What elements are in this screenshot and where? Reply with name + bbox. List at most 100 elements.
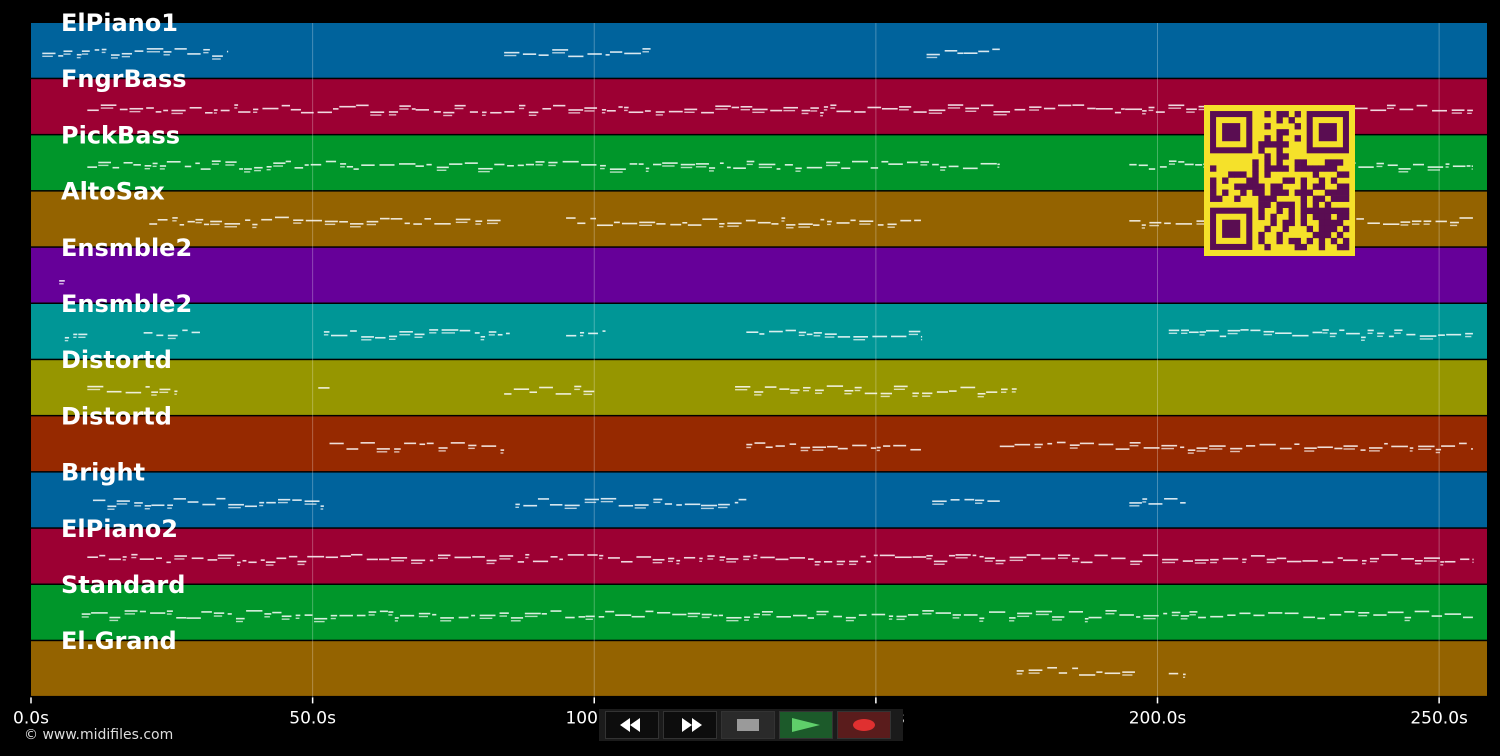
- note: [1440, 561, 1444, 563]
- note: [254, 166, 263, 169]
- note: [922, 395, 931, 397]
- note: [108, 558, 121, 561]
- note: [468, 444, 477, 447]
- note: [1351, 107, 1368, 110]
- note: [600, 500, 614, 503]
- note: [645, 170, 649, 172]
- note: [947, 107, 961, 109]
- note: [1129, 502, 1142, 504]
- note: [1356, 218, 1364, 220]
- note: [324, 220, 338, 223]
- play-button[interactable]: [779, 711, 833, 739]
- note: [174, 390, 178, 393]
- note: [76, 56, 81, 59]
- note: [537, 498, 550, 500]
- note: [1162, 561, 1176, 564]
- note: [391, 560, 404, 562]
- note: [64, 336, 70, 339]
- note: [812, 449, 824, 451]
- note: [478, 170, 490, 173]
- note: [146, 48, 164, 50]
- note: [510, 620, 521, 622]
- note: [807, 617, 814, 619]
- note: [893, 444, 907, 447]
- note: [277, 501, 288, 504]
- note: [1011, 388, 1017, 390]
- note: [1087, 107, 1096, 110]
- note: [1304, 450, 1315, 452]
- note: [964, 498, 975, 501]
- note: [853, 339, 866, 341]
- note: [1029, 109, 1040, 111]
- note: [239, 168, 244, 170]
- note: [513, 388, 530, 391]
- note: [1339, 329, 1345, 332]
- note: [539, 386, 553, 389]
- note: [281, 104, 291, 107]
- note: [434, 223, 451, 225]
- note: [785, 329, 796, 332]
- record-button[interactable]: [837, 711, 891, 739]
- note: [798, 226, 810, 228]
- note: [228, 506, 241, 509]
- note: [1427, 169, 1441, 171]
- note: [1440, 564, 1444, 566]
- note: [172, 217, 178, 219]
- note: [1343, 559, 1358, 562]
- note: [1466, 165, 1471, 167]
- note: [783, 109, 796, 112]
- note: [290, 108, 301, 111]
- stop-button[interactable]: [721, 711, 775, 739]
- note: [499, 612, 509, 614]
- note: [1180, 446, 1185, 449]
- note: [621, 222, 638, 225]
- note: [920, 335, 923, 338]
- note: [581, 164, 597, 166]
- note: [524, 615, 538, 618]
- note: [1011, 391, 1016, 393]
- note: [639, 221, 656, 224]
- note: [754, 442, 766, 444]
- note: [1219, 335, 1227, 338]
- note: [340, 163, 347, 165]
- note: [1168, 104, 1185, 107]
- note: [746, 443, 753, 446]
- note: [1164, 497, 1178, 500]
- note: [529, 391, 538, 394]
- note: [584, 501, 597, 504]
- note: [145, 386, 150, 388]
- note: [1058, 672, 1068, 674]
- note: [399, 163, 416, 165]
- note: [438, 447, 448, 449]
- note: [200, 168, 211, 170]
- note: [317, 111, 332, 114]
- note: [979, 555, 984, 558]
- note: [873, 554, 878, 557]
- note: [827, 220, 832, 223]
- note: [761, 611, 773, 613]
- note: [109, 616, 121, 619]
- note: [361, 336, 374, 338]
- note: [928, 112, 943, 114]
- note: [798, 331, 807, 334]
- note: [744, 616, 751, 619]
- note: [1329, 335, 1336, 338]
- rewind-button[interactable]: [605, 711, 659, 739]
- note: [1292, 334, 1309, 337]
- note: [800, 449, 809, 452]
- record-icon: [853, 719, 875, 731]
- note: [1467, 109, 1473, 112]
- note: [1451, 112, 1462, 114]
- note: [1384, 442, 1388, 445]
- note: [1387, 164, 1398, 167]
- note: [391, 557, 408, 559]
- fast-forward-button[interactable]: [663, 711, 717, 739]
- note: [195, 162, 200, 165]
- note: [78, 333, 88, 336]
- note: [1435, 220, 1447, 223]
- note: [1369, 560, 1378, 563]
- track-lane: [31, 641, 1487, 696]
- note: [1467, 112, 1472, 114]
- note: [631, 615, 645, 618]
- note: [949, 390, 957, 392]
